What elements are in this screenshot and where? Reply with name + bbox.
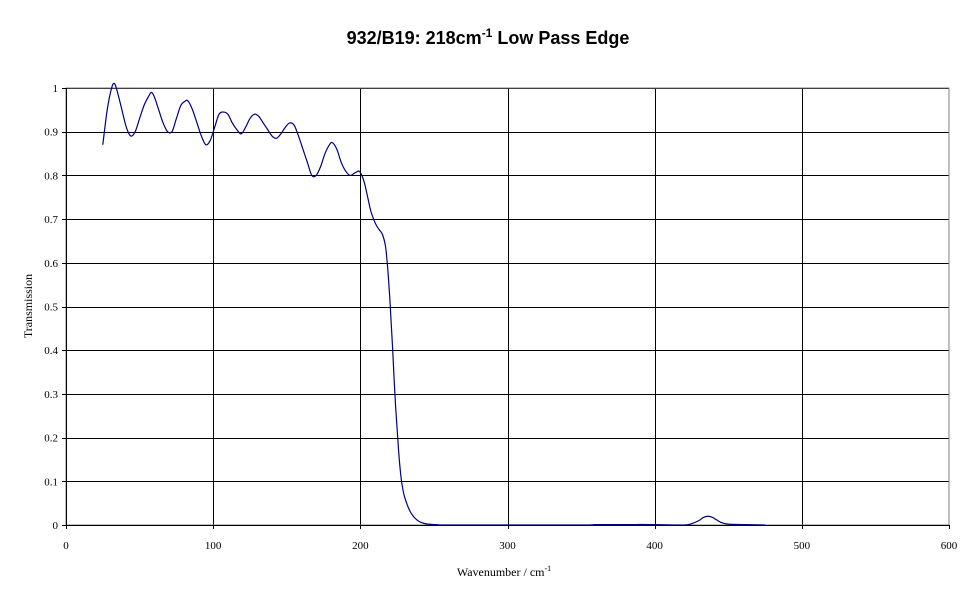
x-tick-label: 100 [205, 540, 222, 552]
y-axis-label: Transmission [21, 274, 35, 338]
series-group [102, 82, 766, 526]
x-tick-label: 500 [794, 540, 811, 552]
y-tick-label: 0.5 [44, 302, 58, 314]
y-tick-label: 0.7 [44, 214, 58, 226]
gridlines [66, 88, 949, 525]
x-tick-label: 200 [352, 540, 369, 552]
y-tick-label: 0.2 [44, 433, 58, 445]
x-axis-label-superscript: -1 [545, 564, 552, 573]
tick-labels: 0 0.1 0.2 0.3 0.4 0.5 0.6 0.7 0.8 0.9 1 0 100 200 300 4… [44, 83, 958, 552]
chart-title-suffix: Low Pass Edge [492, 28, 629, 48]
y-tick-label: 0 [53, 520, 59, 532]
y-tick-label: 0.4 [44, 345, 58, 357]
x-axis-label: Wavenumber / cm-1 [457, 564, 551, 579]
x-tick-label: 0 [63, 540, 69, 552]
chart-title-superscript: -1 [482, 26, 493, 40]
y-tick-label: 0.3 [44, 389, 58, 401]
axes [62, 88, 950, 529]
x-tick-label: 600 [941, 540, 958, 552]
x-tick-label: 400 [646, 540, 663, 552]
y-tick-label: 1 [53, 83, 59, 95]
y-tick-label: 0.6 [44, 258, 58, 270]
chart-title: 932/B19: 218cm-1 Low Pass Edge [347, 26, 630, 48]
y-tick-label: 0.8 [44, 170, 58, 182]
series-line-transmission [102, 82, 766, 526]
y-tick-label: 0.9 [44, 127, 58, 139]
x-tick-label: 300 [499, 540, 516, 552]
y-tick-label: 0.1 [44, 476, 58, 488]
plot-area-frame [65, 87, 950, 526]
